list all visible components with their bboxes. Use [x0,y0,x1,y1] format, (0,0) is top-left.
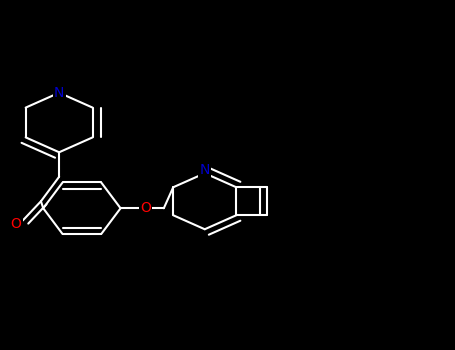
Text: N: N [200,163,210,177]
Text: O: O [140,201,151,215]
Text: O: O [10,217,21,231]
Text: N: N [54,86,64,100]
